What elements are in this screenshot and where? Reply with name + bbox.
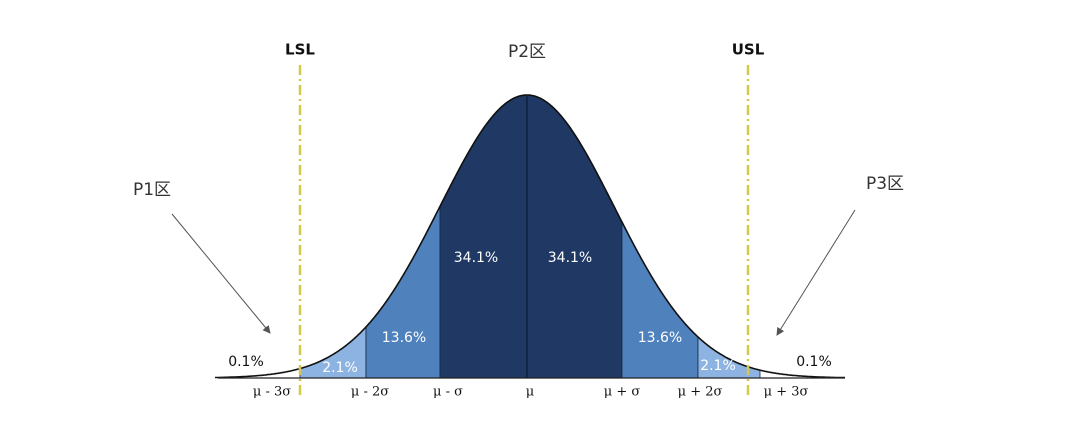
zone-label: P2区	[508, 42, 546, 62]
lsl-label: LSL	[285, 41, 315, 59]
region-label: 13.6%	[382, 330, 426, 346]
region-label: 34.1%	[454, 250, 498, 266]
region-label: 0.1%	[796, 354, 832, 370]
p3-arrow	[776, 209, 856, 336]
region	[439, 94, 528, 379]
zone-label: P1区	[133, 180, 171, 200]
axis-label: μ + 3σ	[764, 385, 809, 400]
axis-label: μ + 2σ	[678, 385, 723, 400]
curve-group	[215, 94, 845, 379]
region	[365, 206, 441, 379]
axis-label: μ + σ	[604, 385, 641, 400]
region-label: 0.1%	[228, 354, 264, 370]
p1-arrow	[171, 213, 271, 334]
region-label: 34.1%	[548, 250, 592, 266]
zone-label: P3区	[866, 174, 904, 194]
region-label: 2.1%	[700, 358, 736, 374]
curve	[215, 94, 845, 379]
axis-label: μ - 2σ	[351, 385, 389, 400]
axis-label: μ - 3σ	[253, 385, 291, 400]
region	[526, 94, 623, 379]
region-label: 2.1%	[322, 360, 358, 376]
usl-label: USL	[732, 41, 765, 59]
axis-label: μ - σ	[433, 385, 463, 400]
axis-label: μ	[526, 385, 534, 400]
region-label: 13.6%	[638, 330, 682, 346]
